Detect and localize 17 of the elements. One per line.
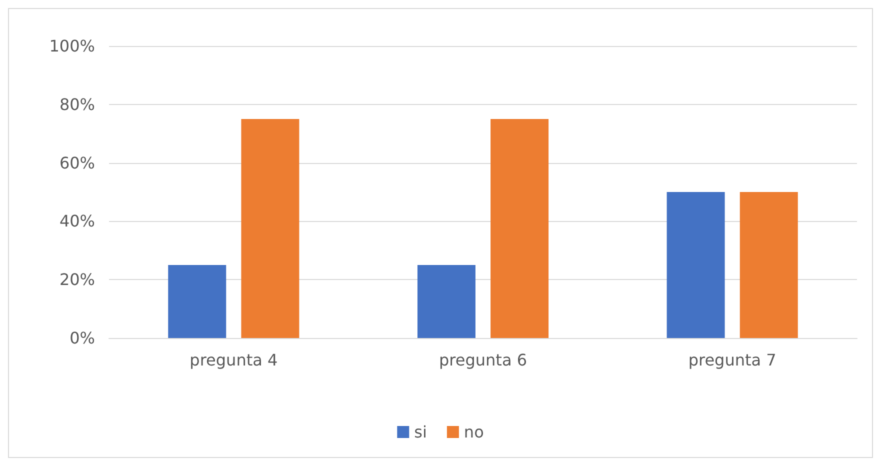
bar [241,119,300,338]
y-tick-label: 0% [70,328,95,348]
bar [490,119,549,338]
y-tick-label: 80% [59,94,95,114]
x-tick-label: pregunta 4 [190,350,278,370]
legend-label: si [414,422,427,442]
bar [417,265,476,338]
bar [740,192,798,338]
x-tick-label: pregunta 7 [688,350,776,370]
legend-label: no [464,422,484,442]
bar [666,192,725,338]
y-tick-label: 20% [59,270,95,290]
x-tick-label: pregunta 6 [438,350,528,370]
y-tick-label: 100% [49,36,95,56]
bar [168,265,226,338]
y-tick-label: 60% [59,153,95,172]
y-tick-label: 40% [59,212,95,231]
